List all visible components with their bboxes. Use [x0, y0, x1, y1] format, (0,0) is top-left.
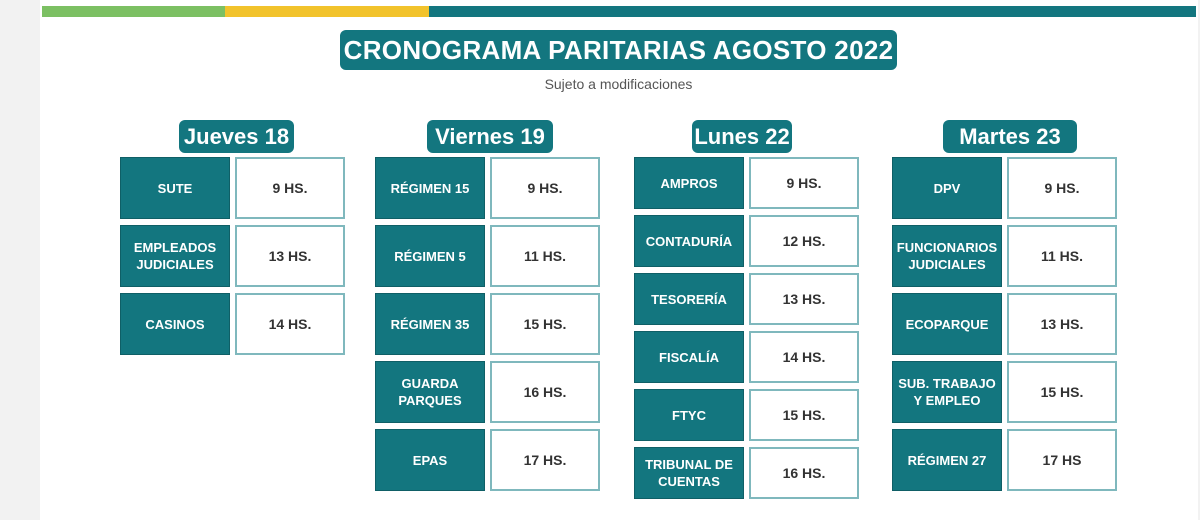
organization-name: ECOPARQUE — [892, 293, 1002, 355]
meeting-time: 17 HS. — [490, 429, 600, 491]
organization-name: GUARDA PARQUES — [375, 361, 485, 423]
schedule-row: EPAS 17 HS. — [375, 429, 600, 491]
day-header: Martes 23 — [943, 120, 1077, 153]
meeting-time: 13 HS. — [749, 273, 859, 325]
schedule-row: SUB. TRABAJO Y EMPLEO 15 HS. — [892, 361, 1117, 423]
organization-name: SUTE — [120, 157, 230, 219]
organization-name: EPAS — [375, 429, 485, 491]
meeting-time: 15 HS. — [1007, 361, 1117, 423]
organization-name: RÉGIMEN 15 — [375, 157, 485, 219]
organization-name: EMPLEADOS JUDICIALES — [120, 225, 230, 287]
organization-name: DPV — [892, 157, 1002, 219]
organization-name: FTYC — [634, 389, 744, 441]
schedule-row: FUNCIONARIOS JUDICIALES 11 HS. — [892, 225, 1117, 287]
organization-name: CASINOS — [120, 293, 230, 355]
meeting-time: 15 HS. — [749, 389, 859, 441]
meeting-time: 17 HS — [1007, 429, 1117, 491]
schedule-row: FTYC 15 HS. — [634, 389, 859, 441]
teal-stripe — [429, 6, 1196, 17]
meeting-time: 9 HS. — [749, 157, 859, 209]
meeting-time: 13 HS. — [235, 225, 345, 287]
page-subtitle: Sujeto a modificaciones — [544, 76, 693, 92]
schedule-row: RÉGIMEN 15 9 HS. — [375, 157, 600, 219]
meeting-time: 16 HS. — [490, 361, 600, 423]
organization-name: RÉGIMEN 5 — [375, 225, 485, 287]
meeting-time: 9 HS. — [235, 157, 345, 219]
color-stripe — [42, 6, 1196, 17]
meeting-time: 12 HS. — [749, 215, 859, 267]
organization-name: FUNCIONARIOS JUDICIALES — [892, 225, 1002, 287]
organization-name: TRIBUNAL DE CUENTAS — [634, 447, 744, 499]
schedule-row: SUTE 9 HS. — [120, 157, 345, 219]
meeting-time: 15 HS. — [490, 293, 600, 355]
day-header: Jueves 18 — [179, 120, 294, 153]
schedule-row: RÉGIMEN 27 17 HS — [892, 429, 1117, 491]
day-header: Viernes 19 — [427, 120, 553, 153]
yellow-stripe — [225, 6, 429, 17]
organization-name: CONTADURÍA — [634, 215, 744, 267]
meeting-time: 14 HS. — [235, 293, 345, 355]
organization-name: FISCALÍA — [634, 331, 744, 383]
meeting-time: 9 HS. — [1007, 157, 1117, 219]
schedule-row: RÉGIMEN 35 15 HS. — [375, 293, 600, 355]
organization-name: RÉGIMEN 27 — [892, 429, 1002, 491]
schedule-row: RÉGIMEN 5 11 HS. — [375, 225, 600, 287]
schedule-row: EMPLEADOS JUDICIALES 13 HS. — [120, 225, 345, 287]
meeting-time: 16 HS. — [749, 447, 859, 499]
organization-name: AMPROS — [634, 157, 744, 209]
schedule-row: FISCALÍA 14 HS. — [634, 331, 859, 383]
meeting-time: 13 HS. — [1007, 293, 1117, 355]
schedule-row: AMPROS 9 HS. — [634, 157, 859, 209]
schedule-row: ECOPARQUE 13 HS. — [892, 293, 1117, 355]
day-header: Lunes 22 — [692, 120, 792, 153]
green-stripe — [42, 6, 225, 17]
schedule-row: DPV 9 HS. — [892, 157, 1117, 219]
schedule-row: CASINOS 14 HS. — [120, 293, 345, 355]
organization-name: RÉGIMEN 35 — [375, 293, 485, 355]
page-title: CRONOGRAMA PARITARIAS AGOSTO 2022 — [340, 30, 897, 70]
schedule-row: TRIBUNAL DE CUENTAS 16 HS. — [634, 447, 859, 499]
meeting-time: 14 HS. — [749, 331, 859, 383]
schedule-row: CONTADURÍA 12 HS. — [634, 215, 859, 267]
meeting-time: 9 HS. — [490, 157, 600, 219]
organization-name: SUB. TRABAJO Y EMPLEO — [892, 361, 1002, 423]
organization-name: TESORERÍA — [634, 273, 744, 325]
meeting-time: 11 HS. — [1007, 225, 1117, 287]
schedule-row: GUARDA PARQUES 16 HS. — [375, 361, 600, 423]
schedule-poster: CRONOGRAMA PARITARIAS AGOSTO 2022 Sujeto… — [40, 0, 1198, 520]
schedule-row: TESORERÍA 13 HS. — [634, 273, 859, 325]
meeting-time: 11 HS. — [490, 225, 600, 287]
